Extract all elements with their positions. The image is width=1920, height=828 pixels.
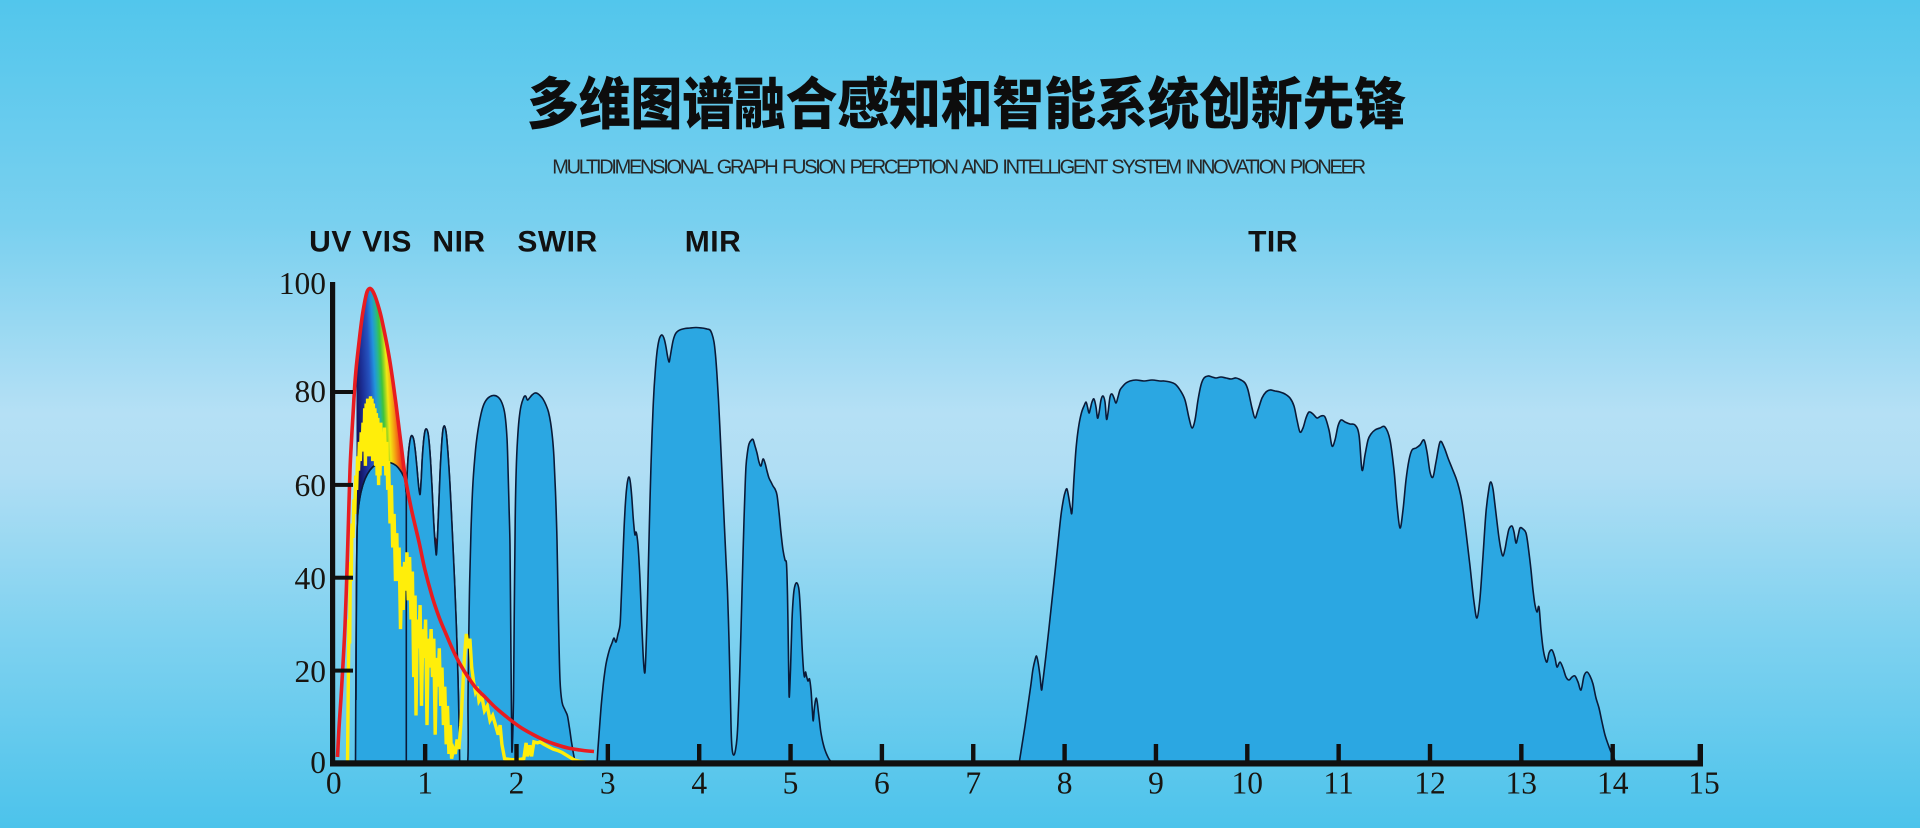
- svg-text:MIR: MIR: [685, 226, 742, 259]
- svg-text:11: 11: [1323, 766, 1353, 801]
- svg-text:3: 3: [600, 766, 616, 801]
- svg-text:100: 100: [279, 266, 326, 301]
- svg-text:5: 5: [783, 766, 799, 801]
- svg-text:9: 9: [1148, 766, 1164, 801]
- svg-text:NIR: NIR: [432, 226, 485, 259]
- svg-text:14: 14: [1597, 766, 1629, 801]
- svg-text:15: 15: [1688, 766, 1720, 801]
- svg-text:6: 6: [874, 766, 890, 801]
- svg-text:2: 2: [509, 766, 525, 801]
- svg-text:MULTIDIMENSIONAL GRAPH FUSION: MULTIDIMENSIONAL GRAPH FUSION PERCEPTION…: [552, 157, 1365, 179]
- svg-text:0: 0: [326, 766, 342, 801]
- svg-text:0: 0: [310, 745, 326, 780]
- svg-text:7: 7: [965, 766, 981, 801]
- svg-text:4: 4: [691, 766, 707, 801]
- svg-text:80: 80: [295, 374, 327, 409]
- svg-text:UV: UV: [309, 226, 352, 259]
- svg-text:1: 1: [417, 766, 433, 801]
- svg-text:TIR: TIR: [1248, 226, 1298, 259]
- svg-text:60: 60: [295, 468, 327, 503]
- svg-text:VIS: VIS: [362, 226, 412, 259]
- svg-text:SWIR: SWIR: [517, 226, 597, 259]
- svg-text:10: 10: [1232, 766, 1264, 801]
- svg-text:8: 8: [1057, 766, 1073, 801]
- svg-text:20: 20: [295, 654, 327, 689]
- svg-text:40: 40: [295, 561, 327, 596]
- svg-text:12: 12: [1414, 766, 1446, 801]
- svg-text:13: 13: [1506, 766, 1538, 801]
